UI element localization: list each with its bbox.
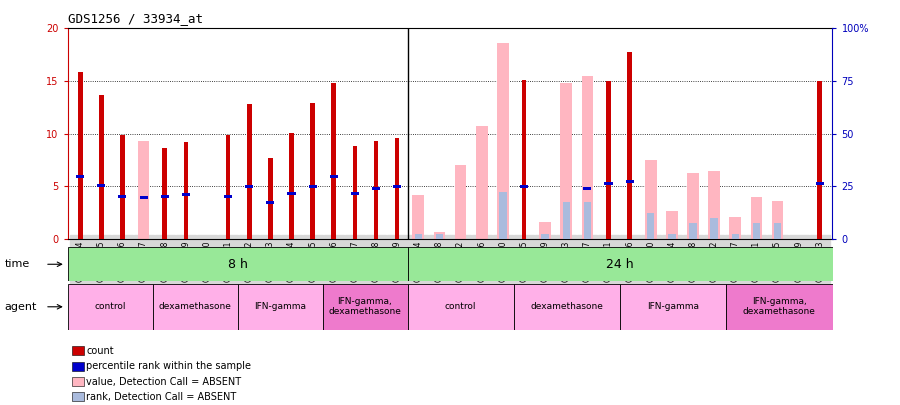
Bar	[120, 135, 125, 239]
Bar	[497, 43, 508, 239]
Bar	[374, 141, 378, 239]
Bar	[162, 148, 167, 239]
Bar	[393, 185, 401, 188]
Bar	[710, 218, 718, 239]
Bar	[372, 187, 380, 190]
Bar	[627, 51, 632, 239]
Bar	[500, 192, 507, 239]
Bar	[68, 284, 152, 330]
Bar	[97, 184, 105, 187]
Text: value, Detection Call = ABSENT: value, Detection Call = ABSENT	[86, 377, 241, 386]
Bar	[668, 234, 676, 239]
Bar	[408, 284, 514, 330]
Bar	[514, 284, 620, 330]
Bar	[268, 158, 273, 239]
Bar	[774, 223, 781, 239]
Bar	[539, 222, 551, 239]
Bar	[310, 103, 315, 239]
Text: dexamethasone: dexamethasone	[158, 302, 231, 311]
Bar	[238, 284, 322, 330]
Text: GDS1256 / 33934_at: GDS1256 / 33934_at	[68, 12, 203, 25]
Text: 24 h: 24 h	[607, 258, 634, 271]
Bar	[161, 195, 168, 198]
Text: agent: agent	[4, 302, 37, 312]
Bar	[581, 76, 593, 239]
Bar	[309, 185, 317, 188]
Bar	[412, 195, 424, 239]
Bar	[119, 195, 127, 198]
Bar	[395, 138, 400, 239]
Bar	[542, 234, 549, 239]
Text: IFN-gamma,
dexamethasone: IFN-gamma, dexamethasone	[742, 297, 815, 316]
Bar	[245, 185, 253, 188]
Text: count: count	[86, 346, 114, 356]
Bar	[322, 284, 408, 330]
Bar	[522, 80, 526, 239]
Bar	[247, 104, 252, 239]
Bar	[351, 192, 359, 195]
Text: time: time	[4, 259, 30, 269]
Bar	[520, 185, 528, 188]
Bar	[331, 83, 336, 239]
Bar	[584, 202, 591, 239]
Bar	[626, 179, 634, 183]
Bar	[287, 192, 295, 195]
Bar	[647, 213, 654, 239]
Bar	[817, 81, 822, 239]
Bar	[751, 197, 762, 239]
Bar	[353, 146, 357, 239]
Bar	[289, 132, 293, 239]
Bar	[607, 81, 611, 239]
Bar	[184, 142, 188, 239]
Bar	[645, 160, 657, 239]
Bar	[68, 247, 408, 281]
Bar	[752, 223, 760, 239]
Bar	[415, 234, 422, 239]
Bar	[434, 232, 446, 239]
Bar	[688, 173, 698, 239]
Bar	[620, 284, 726, 330]
Bar	[605, 182, 613, 185]
Bar	[454, 165, 466, 239]
Bar	[78, 72, 83, 239]
Text: control: control	[94, 302, 126, 311]
Bar	[140, 196, 148, 199]
Bar	[730, 217, 741, 239]
Bar	[76, 175, 85, 178]
Bar	[99, 95, 104, 239]
Text: IFN-gamma,
dexamethasone: IFN-gamma, dexamethasone	[328, 297, 401, 316]
Text: IFN-gamma: IFN-gamma	[254, 302, 306, 311]
Bar	[408, 247, 832, 281]
Text: control: control	[445, 302, 476, 311]
Bar	[224, 195, 232, 198]
Bar	[182, 193, 190, 196]
Bar	[329, 175, 338, 178]
Bar	[708, 171, 720, 239]
Bar	[476, 126, 488, 239]
Bar	[726, 284, 832, 330]
Bar	[815, 182, 824, 185]
Text: IFN-gamma: IFN-gamma	[647, 302, 699, 311]
Bar	[561, 83, 572, 239]
Bar	[152, 284, 238, 330]
Bar	[771, 201, 783, 239]
Bar	[266, 200, 274, 204]
Bar	[436, 234, 443, 239]
Bar	[138, 141, 149, 239]
Bar	[732, 234, 739, 239]
Bar	[562, 202, 570, 239]
Bar	[226, 135, 230, 239]
Bar	[666, 211, 678, 239]
Text: dexamethasone: dexamethasone	[530, 302, 603, 311]
Bar	[689, 223, 697, 239]
Bar	[583, 187, 591, 190]
Text: rank, Detection Call = ABSENT: rank, Detection Call = ABSENT	[86, 392, 237, 402]
Text: 8 h: 8 h	[228, 258, 248, 271]
Text: percentile rank within the sample: percentile rank within the sample	[86, 361, 251, 371]
